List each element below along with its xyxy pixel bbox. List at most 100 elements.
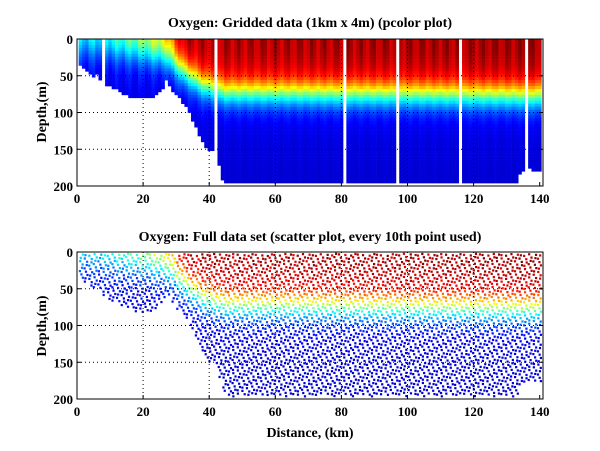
pcolor-cell — [498, 65, 502, 69]
pcolor-cell — [346, 94, 350, 99]
pcolor-cell — [240, 124, 245, 128]
pcolor-cell — [290, 144, 294, 149]
pcolor-cell — [270, 133, 274, 137]
pcolor-cell — [306, 168, 311, 172]
pcolor-cell — [111, 83, 116, 87]
pcolor-cell — [181, 62, 185, 66]
pcolor-cell — [392, 62, 397, 66]
pcolor-cell — [197, 100, 202, 104]
pcolor-cell — [98, 59, 103, 63]
y-axis-label: Depth,(m) — [35, 81, 50, 142]
pcolor-cell — [498, 127, 502, 131]
pcolor-cell — [290, 138, 294, 143]
pcolor-cell — [465, 121, 469, 125]
pcolor-cell — [399, 80, 403, 84]
pcolor-cell — [300, 86, 304, 90]
pcolor-cell — [386, 62, 390, 66]
pcolor-cell — [313, 168, 317, 172]
pcolor-cell — [369, 91, 374, 96]
pcolor-cell — [386, 59, 390, 63]
pcolor-cell — [432, 171, 436, 175]
pcolor-cell — [326, 121, 331, 125]
pcolor-cell — [419, 138, 423, 143]
pcolor-cell — [329, 39, 334, 43]
pcolor-cell — [224, 165, 228, 169]
pcolor-cell — [220, 47, 225, 52]
pcolor-cell — [359, 56, 364, 60]
pcolor-cell — [316, 153, 321, 157]
pcolor-cell — [415, 86, 420, 90]
pcolor-cell — [386, 97, 390, 102]
pcolor-cell — [428, 94, 433, 99]
pcolor-cell — [217, 109, 222, 113]
pcolor-cell — [415, 180, 420, 184]
pcolor-cell — [362, 177, 367, 181]
pcolor-cell — [283, 159, 288, 163]
pcolor-cell — [455, 159, 460, 163]
pcolor-cell — [442, 153, 446, 157]
pcolor-cell — [399, 59, 403, 63]
pcolor-cell — [498, 124, 502, 128]
pcolor-cell — [346, 80, 350, 84]
pcolor-cell — [257, 74, 261, 78]
pcolor-cell — [488, 65, 493, 69]
pcolor-cell — [257, 56, 261, 60]
pcolor-cell — [336, 62, 341, 66]
pcolor-cell — [204, 91, 208, 96]
pcolor-cell — [319, 171, 324, 175]
pcolor-cell — [300, 80, 304, 84]
pcolor-cell — [260, 47, 265, 52]
pcolor-cell — [191, 86, 195, 90]
pcolor-cell — [280, 41, 284, 46]
pcolor-cell — [280, 124, 284, 128]
pcolor-cell — [442, 91, 446, 96]
pcolor-cell — [207, 103, 212, 107]
pcolor-cell — [240, 74, 245, 78]
pcolor-cell — [352, 106, 357, 110]
pcolor-cell — [300, 136, 304, 140]
pcolor-cell — [184, 77, 189, 81]
pcolor-cell — [210, 94, 215, 99]
pcolor-cell — [386, 130, 390, 134]
pcolor-cell — [181, 59, 185, 63]
pcolor-cell — [419, 86, 423, 90]
pcolor-cell — [200, 50, 205, 54]
pcolor-cell — [389, 144, 393, 149]
pcolor-cell — [445, 77, 450, 81]
pcolor-cell — [366, 115, 370, 119]
pcolor-cell — [157, 53, 162, 57]
pcolor-cell — [227, 156, 231, 160]
pcolor-cell — [313, 41, 317, 46]
pcolor-cell — [435, 180, 440, 184]
pcolor-cell — [210, 106, 215, 110]
pcolor-cell — [323, 112, 327, 116]
pcolor-cell — [210, 44, 215, 49]
pcolor-cell — [438, 106, 443, 110]
pcolor-cell — [379, 112, 384, 116]
pcolor-cell — [501, 74, 506, 78]
pcolor-cell — [495, 103, 499, 107]
pcolor-cell — [422, 100, 426, 104]
pcolor-cell — [498, 115, 502, 119]
pcolor-cell — [356, 109, 360, 113]
pcolor-cell — [405, 91, 410, 96]
pcolor-cell — [167, 47, 172, 52]
pcolor-cell — [399, 83, 403, 87]
pcolor-cell — [247, 174, 251, 178]
pcolor-cell — [478, 171, 483, 175]
pcolor-cell — [452, 100, 456, 104]
pcolor-cell — [498, 86, 502, 90]
pcolor-cell — [481, 83, 486, 87]
pcolor-cell — [296, 159, 301, 163]
pcolor-cell — [224, 133, 228, 137]
pcolor-cell — [475, 44, 479, 49]
pcolor-cell — [290, 130, 294, 134]
pcolor-cell — [197, 106, 202, 110]
pcolor-cell — [329, 112, 334, 116]
pcolor-cell — [230, 44, 235, 49]
pcolor-cell — [319, 39, 324, 43]
pcolor-cell — [191, 62, 195, 66]
pcolor-cell — [128, 65, 132, 69]
pcolor-cell — [462, 41, 466, 46]
pcolor-cell — [184, 41, 189, 46]
